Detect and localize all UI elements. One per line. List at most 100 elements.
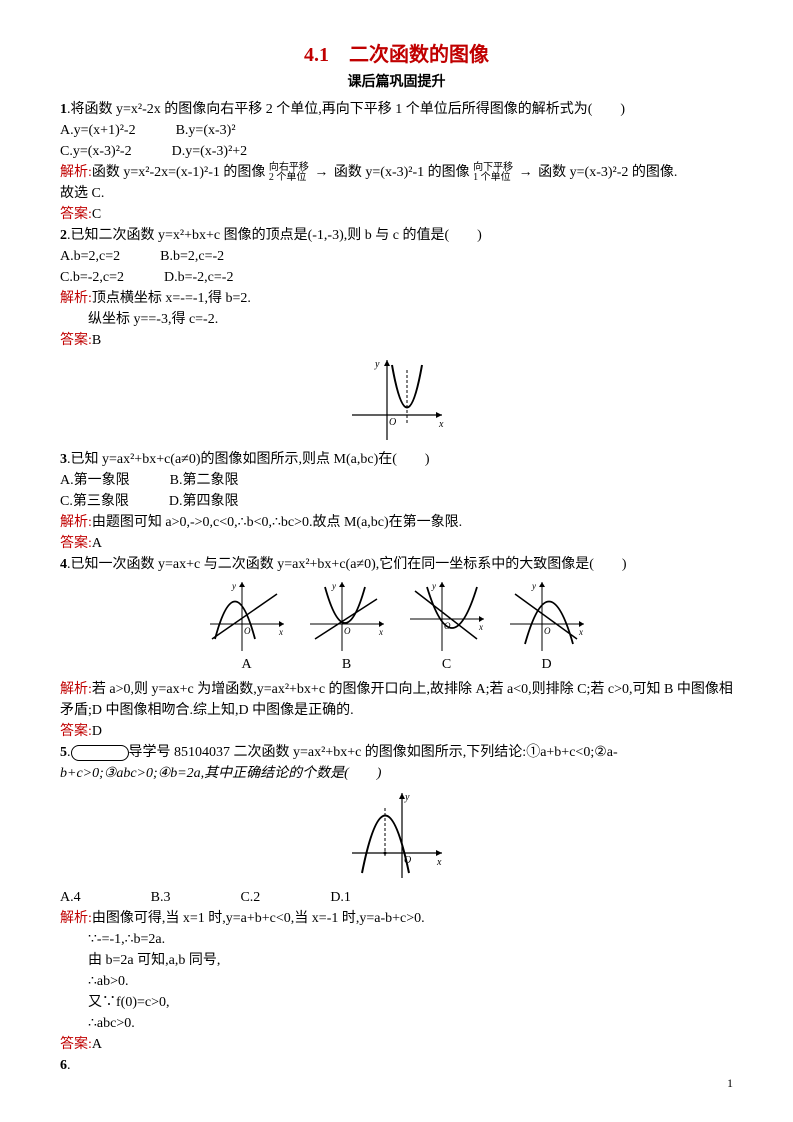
- q4-label-d: D: [507, 654, 587, 675]
- q3-jx: 由题图可知 a>0,->0,c<0,∴b<0,∴bc>0.故点 M(a,bc)在…: [92, 515, 462, 530]
- q2-jiexi2: 纵坐标 y==-3,得 c=-2.: [88, 309, 733, 330]
- daan-label: 答案:: [60, 1037, 92, 1052]
- q5-jx4: ∴ab>0.: [88, 971, 733, 992]
- q2-num: 2: [60, 228, 67, 243]
- svg-text:y: y: [331, 581, 336, 591]
- q3-opt-b: B.第二象限: [170, 470, 239, 491]
- q1-jiexi: 解析:函数 y=x²-2x=(x-1)²-1 的图像 向右平移2 个单位 → 函…: [60, 162, 733, 183]
- q1-jx2: 函数 y=(x-3)²-1 的图像: [334, 165, 470, 180]
- daan-label: 答案:: [60, 207, 92, 222]
- q2-options-row1: A.b=2,c=2 B.b=2,c=-2: [60, 246, 733, 267]
- svg-text:O: O: [244, 626, 251, 636]
- svg-text:y: y: [404, 792, 410, 803]
- q1-opt-a: A.y=(x+1)²-2: [60, 120, 136, 141]
- q5-opt-c: C.2: [240, 887, 260, 908]
- daan-label: 答案:: [60, 724, 92, 739]
- option-c-graph-icon: xy O: [407, 579, 487, 654]
- q6-text: .: [67, 1058, 71, 1073]
- svg-text:y: y: [431, 581, 436, 591]
- q5-jx2: ∵-=-1,∴b=2a.: [88, 929, 733, 950]
- badge-icon: [71, 745, 129, 761]
- q4-label-b: B: [307, 654, 387, 675]
- jiexi-label: 解析:: [60, 911, 92, 926]
- q1-answer: 答案:C: [60, 204, 733, 225]
- q5-options: A.4 B.3 C.2 D.1: [60, 887, 733, 908]
- svg-text:O: O: [389, 417, 396, 428]
- q1-opt-b: B.y=(x-3)²: [176, 120, 236, 141]
- jiexi-label: 解析:: [60, 165, 92, 180]
- q3-opt-c: C.第三象限: [60, 491, 129, 512]
- q3-daan: A: [92, 536, 102, 551]
- q5-t2: b+c>0;③abc>0;④b=2a,其中正确结论的个数是( ): [60, 766, 381, 781]
- jiexi-label: 解析:: [60, 682, 92, 697]
- jiexi-label: 解析:: [60, 291, 92, 306]
- q4-chart-b: x y O B: [307, 579, 387, 675]
- option-a-graph-icon: xy O: [207, 579, 287, 654]
- q1-opt-c: C.y=(x-3)²-2: [60, 141, 132, 162]
- q5-daan: A: [92, 1037, 102, 1052]
- q5-stem2: b+c>0;③abc>0;④b=2a,其中正确结论的个数是( ): [60, 763, 733, 784]
- q4-charts: xy O A xy O B xy O C: [60, 579, 733, 675]
- q2-jx1: 顶点横坐标 x=-=-1,得 b=2.: [92, 291, 251, 306]
- q3-chart: x y O: [60, 355, 733, 445]
- parabola-down-icon: x y O: [347, 788, 447, 883]
- q4-answer: 答案:D: [60, 721, 733, 742]
- q2-text: .已知二次函数 y=x²+bx+c 图像的顶点是(-1,-3),则 b 与 c …: [67, 228, 482, 243]
- q4-label-c: C: [407, 654, 487, 675]
- q1-stem: 1.将函数 y=x²-2x 的图像向右平移 2 个单位,再向下平移 1 个单位后…: [60, 99, 733, 120]
- svg-text:x: x: [278, 627, 283, 637]
- q2-jiexi1: 解析:顶点横坐标 x=-=-1,得 b=2.: [60, 288, 733, 309]
- svg-text:y: y: [374, 359, 380, 370]
- q1-options-row1: A.y=(x+1)²-2 B.y=(x-3)²: [60, 120, 733, 141]
- page-number: 1: [727, 1074, 733, 1092]
- svg-text:O: O: [344, 626, 351, 636]
- q5-opt-b: B.3: [151, 887, 171, 908]
- q4-chart-a: xy O A: [207, 579, 287, 675]
- svg-text:y: y: [531, 581, 536, 591]
- q1-opt-d: D.y=(x-3)²+2: [172, 141, 248, 162]
- q2-stem: 2.已知二次函数 y=x²+bx+c 图像的顶点是(-1,-3),则 b 与 c…: [60, 225, 733, 246]
- q5-num: 5: [60, 745, 67, 760]
- svg-text:x: x: [378, 627, 383, 637]
- q3-opt-a: A.第一象限: [60, 470, 130, 491]
- q1-jx1: 函数 y=x²-2x=(x-1)²-1 的图像: [92, 165, 266, 180]
- shift-note-2: 向下平移1 个单位: [473, 163, 513, 183]
- q5-chart: x y O: [60, 788, 733, 883]
- jiexi-label: 解析:: [60, 515, 92, 530]
- q2-daan: B: [92, 333, 101, 348]
- option-d-graph-icon: xy O: [507, 579, 587, 654]
- q1-options-row2: C.y=(x-3)²-2 D.y=(x-3)²+2: [60, 141, 733, 162]
- q5-jx3: 由 b=2a 可知,a,b 同号,: [88, 950, 733, 971]
- q4-num: 4: [60, 557, 67, 572]
- parabola-up-icon: x y O: [347, 355, 447, 445]
- q3-opt-d: D.第四象限: [169, 491, 239, 512]
- q1-num: 1: [60, 102, 67, 117]
- q5-opt-a: A.4: [60, 887, 81, 908]
- q2-opt-a: A.b=2,c=2: [60, 246, 120, 267]
- q2-answer: 答案:B: [60, 330, 733, 351]
- q3-options-row2: C.第三象限 D.第四象限: [60, 491, 733, 512]
- q5-jx1: 解析:由图像可得,当 x=1 时,y=a+b+c<0,当 x=-1 时,y=a-…: [60, 908, 733, 929]
- q4-jx: 若 a>0,则 y=ax+c 为增函数,y=ax²+bx+c 的图像开口向上,故…: [60, 682, 733, 718]
- q5-stem1: 5.导学号 85104037 二次函数 y=ax²+bx+c 的图像如图所示,下…: [60, 742, 733, 763]
- q4-jiexi: 解析:若 a>0,则 y=ax+c 为增函数,y=ax²+bx+c 的图像开口向…: [60, 679, 733, 721]
- q3-options-row1: A.第一象限 B.第二象限: [60, 470, 733, 491]
- q3-text: .已知 y=ax²+bx+c(a≠0)的图像如图所示,则点 M(a,bc)在( …: [67, 452, 430, 467]
- q4-label-a: A: [207, 654, 287, 675]
- q3-num: 3: [60, 452, 67, 467]
- q4-stem: 4.已知一次函数 y=ax+c 与二次函数 y=ax²+bx+c(a≠0),它们…: [60, 554, 733, 575]
- arrow-right-icon: →: [314, 162, 328, 183]
- svg-text:x: x: [436, 857, 442, 868]
- page-subtitle: 课后篇巩固提升: [60, 72, 733, 93]
- q4-daan: D: [92, 724, 102, 739]
- option-b-graph-icon: x y O: [307, 579, 387, 654]
- svg-text:x: x: [578, 627, 583, 637]
- page-title: 4.1 二次函数的图像: [60, 40, 733, 70]
- q6-num: 6: [60, 1058, 67, 1073]
- q1-jx3: 函数 y=(x-3)²-2 的图像.: [538, 165, 677, 180]
- q1-jx4: 故选 C.: [60, 183, 733, 204]
- q5-jx1t: 由图像可得,当 x=1 时,y=a+b+c<0,当 x=-1 时,y=a-b+c…: [92, 911, 425, 926]
- q5-t1: 导学号 85104037 二次函数 y=ax²+bx+c 的图像如图所示,下列结…: [129, 745, 618, 760]
- q5-answer: 答案:A: [60, 1034, 733, 1055]
- svg-text:x: x: [478, 622, 483, 632]
